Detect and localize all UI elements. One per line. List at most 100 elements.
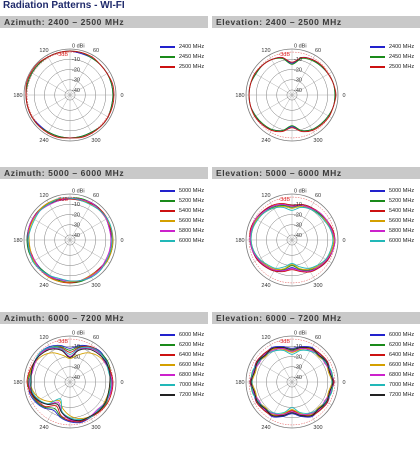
chart-title: Azimuth: 5000 – 6000 MHz (4, 168, 125, 178)
series-curve (27, 197, 113, 282)
grid-spoke (46, 342, 71, 383)
legend-swatch (160, 66, 175, 68)
ring-label: -20 (72, 67, 80, 73)
grid-spoke (291, 94, 332, 119)
grid-spoke (268, 239, 293, 280)
grid-spoke (291, 381, 316, 422)
ring-label: -40 (72, 88, 80, 94)
section-title-bar: Azimuth: 5000 – 6000 MHz (0, 167, 208, 179)
grid-spoke (291, 94, 316, 135)
grid-spoke (252, 71, 293, 96)
grid-spoke (69, 342, 94, 383)
angle-label: 300 (313, 283, 322, 289)
angle-label: 120 (39, 48, 48, 54)
legend-swatch (370, 190, 385, 192)
grid-spoke (268, 55, 293, 96)
angle-label: 300 (91, 138, 100, 144)
ring-label: -10 (72, 202, 80, 208)
reference-label: -3dB (56, 339, 68, 345)
series-curve (249, 203, 336, 272)
legend-label: 6600 MHz (179, 362, 205, 368)
angle-label: 60 (93, 193, 99, 199)
legend-swatch (370, 66, 385, 68)
legend-label: 6800 MHz (179, 372, 205, 378)
legend-label: 6200 MHz (179, 342, 205, 348)
grid-spoke (69, 239, 94, 280)
grid-spoke (252, 216, 293, 241)
ring-label: -10 (294, 344, 302, 350)
angle-label: 60 (93, 335, 99, 341)
legend-swatch (160, 240, 175, 242)
grid-spoke (30, 381, 71, 406)
ring-label: -30 (72, 223, 80, 229)
grid-spoke (69, 94, 110, 119)
grid-spoke (30, 71, 71, 96)
ring-label: -20 (294, 67, 302, 73)
legend-label: 6000 MHz (179, 238, 205, 244)
legend-swatch (370, 200, 385, 202)
legend-swatch (370, 46, 385, 48)
grid-spoke (69, 381, 110, 406)
reference-label: -3dB (278, 197, 290, 203)
grid-spoke (69, 55, 94, 96)
ring-label: -40 (72, 233, 80, 239)
ring-label: -30 (294, 78, 302, 84)
angle-label: 120 (261, 193, 270, 199)
grid-spoke (46, 381, 71, 422)
ring-label: -20 (294, 212, 302, 218)
legend-label: 5800 MHz (179, 228, 205, 234)
angle-label: 0 (342, 238, 345, 244)
ring-label: -10 (294, 202, 302, 208)
grid-spoke (291, 71, 332, 96)
ring-label: -40 (72, 375, 80, 381)
legend-label: 6000 MHz (389, 238, 415, 244)
angle-label: 60 (315, 335, 321, 341)
ring-label: 0 dBi (294, 44, 307, 50)
legend-swatch (370, 210, 385, 212)
angle-label: 0 (120, 238, 123, 244)
grid-spoke (268, 381, 293, 422)
angle-label: 180 (13, 238, 22, 244)
legend-swatch (370, 374, 385, 376)
ring-label: -10 (294, 57, 302, 63)
legend-swatch (160, 46, 175, 48)
angle-label: 300 (313, 138, 322, 144)
grid-spoke (291, 358, 332, 383)
legend-label: 5400 MHz (179, 208, 205, 214)
polar-plot: 0 dBi -10 -20 -30 -40 -3dB 0 60 120 180 240 300 (235, 44, 345, 145)
legend-swatch (160, 190, 175, 192)
ring-label: -20 (72, 354, 80, 360)
legend-swatch (160, 394, 175, 396)
ring-label: -20 (294, 354, 302, 360)
legend-label: 7000 MHz (389, 382, 415, 388)
legend-swatch (160, 220, 175, 222)
section-title-bar: Azimuth: 2400 – 2500 MHz (0, 16, 208, 28)
grid-spoke (291, 342, 316, 383)
ring-label: 0 dBi (72, 189, 85, 195)
angle-label: 300 (91, 425, 100, 431)
ring-label: -30 (72, 78, 80, 84)
series-curve (29, 346, 112, 420)
chart-title: Elevation: 2400 – 2500 MHz (216, 17, 342, 27)
grid-spoke (69, 200, 94, 241)
grid-spoke (69, 216, 110, 241)
ring-label: -10 (72, 57, 80, 63)
angle-label: 240 (39, 138, 48, 144)
angle-label: 180 (235, 93, 244, 99)
section-title-bar: Elevation: 5000 – 6000 MHz (212, 167, 420, 179)
legend-label: 6400 MHz (389, 352, 415, 358)
grid-spoke (30, 239, 71, 264)
angle-label: 120 (261, 335, 270, 341)
reference-label: -3dB (278, 339, 290, 345)
legend-swatch (160, 344, 175, 346)
grid-spoke (291, 216, 332, 241)
legend-swatch (370, 384, 385, 386)
grid-spoke (252, 239, 293, 264)
grid-spoke (291, 55, 316, 96)
legend-swatch (370, 364, 385, 366)
series-curve (250, 346, 334, 417)
angle-label: 120 (39, 335, 48, 341)
polar-plot: 0 dBi -10 -20 -30 -40 -3dB 0 60 120 180 240 300 (235, 189, 345, 290)
grid-spoke (268, 342, 293, 383)
grid-spoke (69, 94, 94, 135)
